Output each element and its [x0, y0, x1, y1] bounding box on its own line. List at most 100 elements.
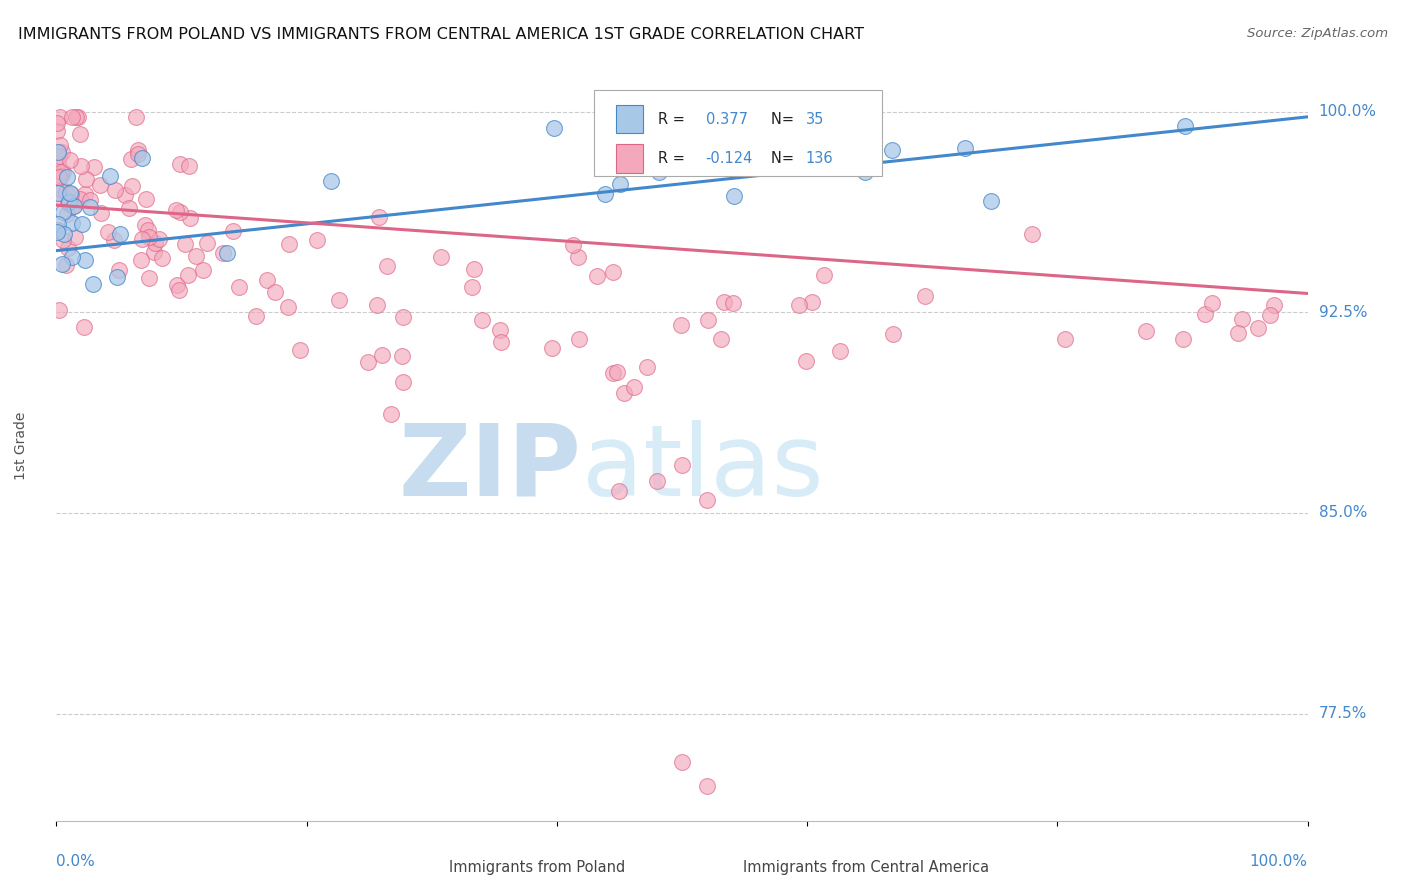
- Point: [55, 258, 77, 272]
- Point: [148, 232, 170, 246]
- Text: 35: 35: [806, 112, 824, 127]
- Point: [914, 289, 936, 303]
- Point: [371, 348, 394, 362]
- Point: [212, 246, 235, 260]
- Point: [51, 183, 73, 197]
- Point: [593, 186, 616, 201]
- Point: [980, 194, 1002, 209]
- Point: [696, 779, 718, 793]
- Point: [1054, 332, 1077, 346]
- Point: [606, 365, 628, 379]
- Point: [48, 303, 70, 318]
- Point: [138, 230, 160, 244]
- Point: [328, 293, 350, 307]
- Text: Source: ZipAtlas.com: Source: ZipAtlas.com: [1247, 27, 1388, 40]
- Point: [648, 165, 671, 179]
- Point: [60, 187, 83, 202]
- Point: [169, 204, 191, 219]
- Point: [177, 160, 200, 174]
- Point: [1194, 307, 1216, 321]
- Point: [605, 136, 627, 150]
- Point: [167, 283, 190, 297]
- Point: [1258, 308, 1281, 322]
- Point: [60, 110, 83, 124]
- Point: [73, 186, 96, 201]
- Point: [391, 310, 413, 325]
- Point: [110, 227, 132, 242]
- Point: [277, 301, 299, 315]
- Text: -0.124: -0.124: [706, 151, 754, 166]
- Point: [609, 484, 631, 499]
- Point: [52, 165, 75, 179]
- Text: 92.5%: 92.5%: [1319, 305, 1367, 319]
- Point: [880, 143, 903, 157]
- Text: 0.377: 0.377: [706, 112, 748, 127]
- Point: [713, 295, 735, 310]
- Point: [138, 271, 160, 285]
- Point: [121, 179, 143, 194]
- Point: [288, 343, 311, 357]
- Point: [79, 200, 101, 214]
- Point: [169, 157, 191, 171]
- Point: [368, 211, 391, 225]
- Text: IMMIGRANTS FROM POLAND VS IMMIGRANTS FROM CENTRAL AMERICA 1ST GRADE CORRELATION : IMMIGRANTS FROM POLAND VS IMMIGRANTS FRO…: [18, 27, 865, 42]
- Point: [602, 265, 624, 279]
- Point: [83, 160, 105, 174]
- Text: 1st Grade: 1st Grade: [14, 412, 28, 480]
- Point: [319, 174, 342, 188]
- Point: [46, 225, 69, 239]
- Point: [129, 253, 152, 268]
- Bar: [419, 858, 441, 877]
- Point: [264, 285, 287, 300]
- Point: [596, 121, 619, 136]
- Point: [60, 216, 83, 230]
- Point: [375, 259, 398, 273]
- Point: [366, 298, 388, 312]
- Point: [671, 755, 693, 769]
- Point: [134, 192, 156, 206]
- Point: [56, 196, 79, 211]
- Point: [953, 141, 976, 155]
- Point: [392, 376, 415, 390]
- Point: [65, 230, 87, 244]
- Point: [723, 296, 745, 310]
- Point: [1174, 119, 1197, 133]
- Point: [787, 298, 810, 312]
- Point: [613, 385, 636, 400]
- Point: [124, 110, 146, 124]
- Point: [636, 359, 658, 374]
- Point: [173, 236, 195, 251]
- Point: [463, 261, 485, 276]
- Point: [813, 268, 835, 282]
- Point: [60, 250, 83, 264]
- Point: [562, 238, 585, 252]
- Point: [120, 152, 142, 166]
- Point: [1226, 326, 1249, 341]
- Point: [52, 205, 75, 219]
- Point: [471, 313, 494, 327]
- Point: [193, 263, 215, 277]
- Text: ZIP: ZIP: [399, 420, 582, 517]
- Point: [131, 151, 153, 165]
- Point: [307, 233, 329, 247]
- Point: [1173, 332, 1195, 346]
- Point: [602, 366, 624, 380]
- Text: 100.0%: 100.0%: [1319, 104, 1376, 119]
- Point: [65, 110, 87, 124]
- Point: [105, 269, 128, 284]
- Point: [1263, 298, 1285, 312]
- Point: [380, 407, 402, 421]
- Point: [134, 219, 156, 233]
- Point: [491, 334, 513, 349]
- Point: [103, 233, 125, 247]
- Point: [46, 222, 69, 236]
- Point: [489, 323, 512, 337]
- Point: [59, 153, 82, 168]
- Point: [645, 474, 668, 488]
- Point: [127, 143, 149, 157]
- Point: [166, 278, 188, 293]
- Point: [48, 170, 70, 185]
- Point: [245, 310, 267, 324]
- Text: R =: R =: [658, 112, 689, 127]
- Text: 0.0%: 0.0%: [56, 855, 96, 870]
